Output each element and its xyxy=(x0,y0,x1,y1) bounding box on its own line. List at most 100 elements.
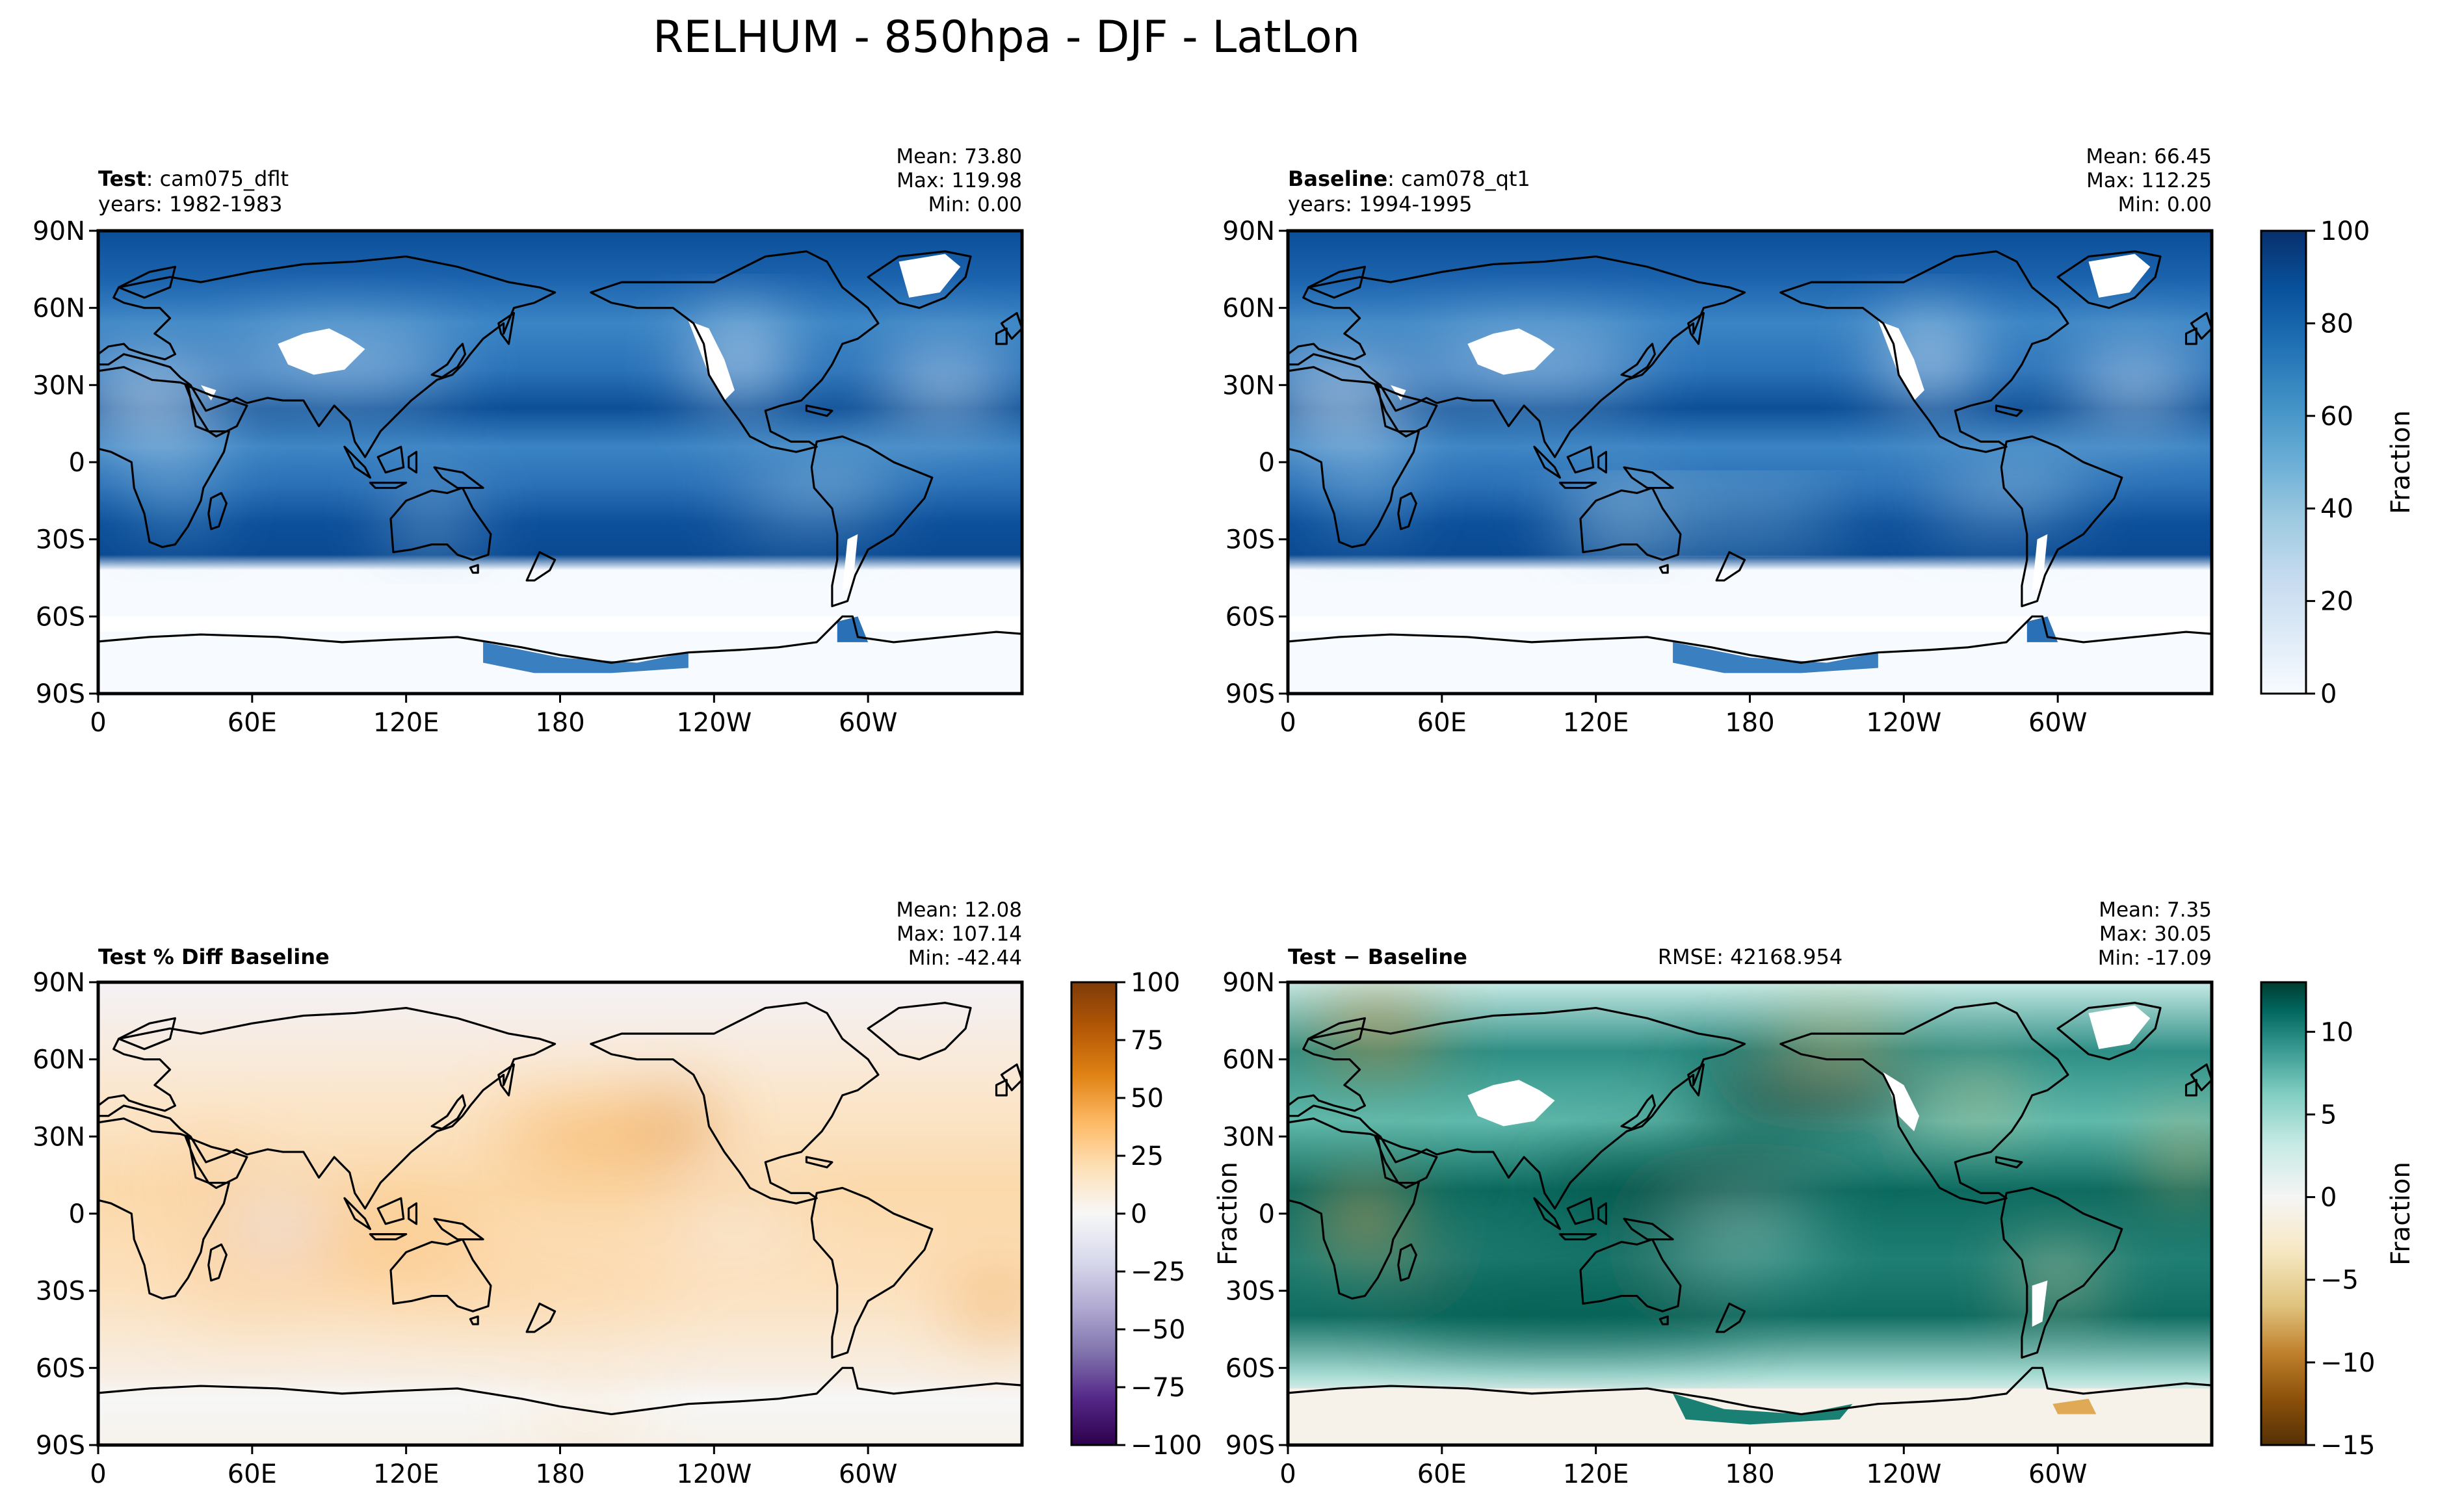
panel-baseline-map xyxy=(1288,231,2212,694)
pctdiff-colorbar-tick-label: 0 xyxy=(1131,1199,1147,1229)
pctdiff-colorbar-tick-label: 75 xyxy=(1131,1026,1164,1056)
panel-pctdiff-title: Test % Diff Baseline xyxy=(98,945,330,969)
panel-diff-map xyxy=(1288,982,2212,1445)
test-ytick-label: 30S xyxy=(36,525,85,555)
panel-test-title-bold: Test xyxy=(98,166,146,191)
panel-pctdiff-map xyxy=(98,982,1022,1445)
diff-xtick-label: 60W xyxy=(2028,1459,2087,1489)
panel-baseline-title-rest: : cam078_qt1 xyxy=(1387,166,1530,191)
baseline-ytick-label: 0 xyxy=(1259,448,1275,478)
panel-test-title: Test: cam075_dflt xyxy=(98,166,289,191)
diff-ytick-label: 30N xyxy=(1222,1122,1275,1152)
colorbar-fraction-top: 100 80 60 40 20 0 Fraction xyxy=(2260,216,2416,709)
colorbar-pctdiff-bar xyxy=(1070,981,1118,1446)
pctdiff-ytick-label: 90N xyxy=(33,968,85,998)
test-ytick-label: 30N xyxy=(33,371,85,400)
test-ytick-label: 60S xyxy=(36,602,85,632)
diff-colorbar-tick-label: 0 xyxy=(2320,1183,2337,1213)
diff-xtick-label: 0 xyxy=(1279,1459,1296,1489)
colorbar-diff-label: Fraction xyxy=(2386,1162,2416,1266)
pctdiff-ytick-label: 0 xyxy=(69,1199,85,1229)
baseline-colorbar-tick-label: 60 xyxy=(2320,402,2353,432)
test-ytick-label: 0 xyxy=(69,448,85,478)
panel-baseline-max: Max: 112.25 xyxy=(2086,169,2212,192)
pctdiff-ytick-label: 30S xyxy=(36,1277,85,1307)
test-xtick-label: 120W xyxy=(676,708,752,738)
test-ytick-label: 90N xyxy=(33,216,85,246)
panel-diff-max: Max: 30.05 xyxy=(2099,922,2212,946)
figure-title: RELHUM - 850hpa - DJF - LatLon xyxy=(653,12,1360,63)
panel-baseline-min: Min: 0.00 xyxy=(2118,193,2212,216)
panel-diff-rmse: RMSE: 42168.954 xyxy=(1658,945,1842,969)
panel-test-years: years: 1982-1983 xyxy=(98,192,282,216)
baseline-xtick-label: 120E xyxy=(1563,708,1629,738)
pctdiff-colorbar-tick-label: −75 xyxy=(1131,1373,1185,1403)
panel-baseline-title-bold: Baseline xyxy=(1288,166,1387,191)
panel-baseline-title: Baseline: cam078_qt1 xyxy=(1288,166,1530,191)
baseline-ytick-label: 60N xyxy=(1222,294,1275,324)
test-xtick-label: 0 xyxy=(90,708,106,738)
test-xtick-label: 60E xyxy=(228,708,277,738)
baseline-xtick-label: 120W xyxy=(1866,708,1941,738)
panel-test: Test: cam075_dflt years: 1982-1983 Mean:… xyxy=(33,145,1024,738)
baseline-xtick-label: 60E xyxy=(1417,708,1467,738)
test-ytick-label: 60N xyxy=(33,294,85,324)
panel-baseline-mean: Mean: 66.45 xyxy=(2086,145,2212,168)
diff-xtick-label: 120E xyxy=(1563,1459,1629,1489)
pctdiff-ytick-label: 30N xyxy=(33,1122,85,1152)
panel-test-max: Max: 119.98 xyxy=(897,169,1022,192)
panel-diff: Test − Baseline RMSE: 42168.954 Mean: 7.… xyxy=(1213,898,2214,1489)
test-xtick-label: 120E xyxy=(373,708,439,738)
test-xtick-label: 60W xyxy=(839,708,897,738)
baseline-ytick-label: 90S xyxy=(1226,679,1275,709)
baseline-xtick-label: 180 xyxy=(1725,708,1774,738)
baseline-colorbar-tick-label: 20 xyxy=(2320,587,2353,617)
diff-ytick-label: 90S xyxy=(1226,1431,1275,1461)
pctdiff-ytick-label: 90S xyxy=(36,1431,85,1461)
panel-diff-mean: Mean: 7.35 xyxy=(2099,898,2212,922)
panel-pctdiff-min: Min: -42.44 xyxy=(908,946,1022,970)
diff-colorbar-tick-label: 10 xyxy=(2320,1017,2353,1047)
diff-ytick-label: 0 xyxy=(1259,1199,1275,1229)
panel-test-mean: Mean: 73.80 xyxy=(896,145,1022,168)
pctdiff-colorbar-tick-label: −25 xyxy=(1131,1257,1185,1287)
diff-colorbar-tick-label: 5 xyxy=(2320,1100,2337,1130)
colorbar-fraction-top-label: Fraction xyxy=(2386,410,2416,514)
diff-ytick-label: 60N xyxy=(1222,1045,1275,1075)
panel-baseline-years: years: 1994-1995 xyxy=(1288,192,1472,216)
pctdiff-ytick-label: 60S xyxy=(36,1353,85,1383)
pctdiff-colorbar-tick-label: 25 xyxy=(1131,1141,1164,1171)
test-xtick-label: 180 xyxy=(535,708,584,738)
baseline-ytick-label: 60S xyxy=(1226,602,1275,632)
panel-diff-title: Test − Baseline xyxy=(1288,945,1467,969)
diff-xtick-label: 120W xyxy=(1866,1459,1941,1489)
baseline-ytick-label: 30S xyxy=(1226,525,1275,555)
diff-xtick-label: 60E xyxy=(1417,1459,1467,1489)
diff-xtick-label: 180 xyxy=(1725,1459,1774,1489)
diff-colorbar-tick-label: −10 xyxy=(2320,1348,2375,1378)
pctdiff-colorbar-tick-label: −50 xyxy=(1131,1315,1185,1345)
pctdiff-colorbar-tick-label: 50 xyxy=(1131,1084,1164,1114)
baseline-ytick-label: 30N xyxy=(1222,371,1275,400)
diff-ytick-label: 30S xyxy=(1226,1277,1275,1307)
baseline-xtick-label: 60W xyxy=(2028,708,2087,738)
diff-ytick-label: 90N xyxy=(1222,968,1275,998)
baseline-xtick-label: 0 xyxy=(1279,708,1296,738)
test-ytick-label: 90S xyxy=(36,679,85,709)
diff-colorbar-tick-label: −5 xyxy=(2320,1266,2359,1296)
panel-diff-ylabel: Fraction xyxy=(1213,1162,1243,1266)
panel-test-title-rest: : cam075_dflt xyxy=(146,166,289,191)
baseline-ytick-label: 90N xyxy=(1222,216,1275,246)
pctdiff-xtick-label: 0 xyxy=(90,1459,106,1489)
pctdiff-xtick-label: 60E xyxy=(228,1459,277,1489)
panel-baseline: Baseline: cam078_qt1 years: 1994-1995 Me… xyxy=(1222,145,2214,738)
panel-pctdiff-mean: Mean: 12.08 xyxy=(896,898,1022,922)
panel-pctdiff: Test % Diff Baseline Mean: 12.08 Max: 10… xyxy=(33,898,1024,1489)
colorbar-diff: 10 5 0 −5 −10 −15 Fraction xyxy=(2260,981,2416,1461)
pctdiff-ytick-label: 60N xyxy=(33,1045,85,1075)
pctdiff-xtick-label: 180 xyxy=(535,1459,584,1489)
colorbar-pctdiff: 100 75 50 25 0 −25 −50 −75 −100 xyxy=(1070,968,1202,1461)
diff-colorbar-tick-label: −15 xyxy=(2320,1431,2375,1461)
pctdiff-colorbar-tick-label: −100 xyxy=(1131,1431,1202,1461)
